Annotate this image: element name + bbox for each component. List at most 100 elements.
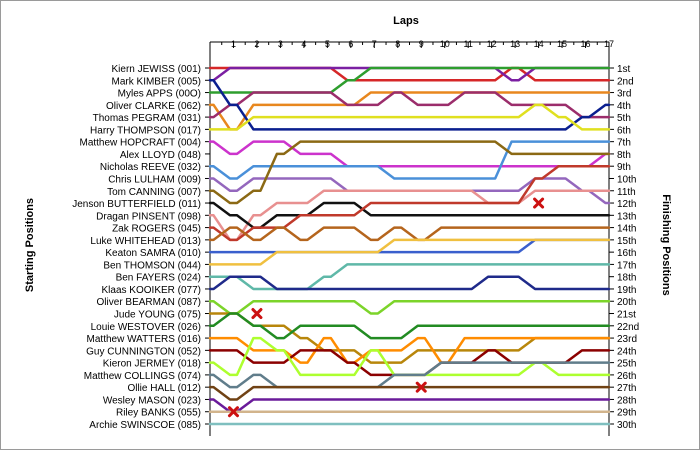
lap-tick-label: 6 — [348, 39, 353, 49]
starting-driver-label: Chris LULHAM (009) — [108, 174, 201, 185]
retirement-markers — [227, 197, 545, 418]
driver-series-line — [208, 79, 611, 131]
starting-driver-label: Ben FAYERS (024) — [116, 273, 201, 284]
starting-driver-label: Nicholas REEVE (032) — [100, 162, 201, 173]
finishing-position-label: 22nd — [617, 322, 639, 333]
starting-driver-label: Dragan PINSENT (098) — [96, 211, 201, 222]
series-lines — [208, 66, 611, 426]
finishing-position-label: 29th — [617, 408, 636, 419]
retirement-marker-stroke — [533, 197, 545, 209]
finishing-position-label: 5th — [617, 113, 631, 124]
starting-driver-label: Mark KIMBER (005) — [112, 76, 201, 87]
lap-tick-label: 11 — [464, 39, 473, 49]
starting-driver-label: Wesley MASON (023) — [103, 395, 201, 406]
driver-series-line — [208, 263, 611, 291]
retirement-marker — [227, 406, 239, 418]
finishing-position-label: 21st — [617, 310, 636, 321]
finishing-position-label: 4th — [617, 101, 631, 112]
finishing-position-label: 25th — [617, 359, 636, 370]
starting-driver-label: Myles APPS (00O) — [118, 89, 201, 100]
finishing-position-labels: 1st2nd3rd4th5th6th7th8th9th10th11th12th1… — [617, 64, 639, 431]
driver-series-line — [208, 164, 611, 242]
driver-series-line — [208, 140, 611, 180]
finishing-position-label: 8th — [617, 150, 631, 161]
driver-series-line — [208, 398, 611, 413]
driver-series-line — [208, 312, 611, 364]
starting-driver-label: Oliver BEARMAN (087) — [97, 297, 201, 308]
driver-series-line — [208, 336, 611, 364]
lap-tick-label: 16 — [581, 39, 591, 49]
finishing-position-label: 19th — [617, 285, 636, 296]
starting-position-labels: Kiern JEWISS (001)Mark KIMBER (005) Myles… — [72, 64, 201, 431]
lap-tick-label: 13 — [510, 39, 520, 49]
starting-driver-label: Louie WESTOVER (026) — [91, 322, 201, 333]
lap-tick-label: 5 — [325, 39, 330, 49]
starting-driver-label: Alex LLOYD (048) — [120, 150, 201, 161]
starting-driver-label: Ben THOMSON (044) — [103, 260, 201, 271]
lap-tick-label: 3 — [278, 39, 283, 49]
finishing-position-label: 15th — [617, 236, 636, 247]
starting-driver-label: Matthew HOPCRAFT (004) — [79, 138, 201, 149]
lap-tick-label: 8 — [395, 39, 400, 49]
lap-tick-label: 14 — [534, 39, 544, 49]
retirement-marker-stroke — [251, 308, 263, 320]
right-axis-title: Finishing Positions — [660, 194, 672, 295]
starting-driver-label: Tom CANNING (007) — [107, 187, 201, 198]
lap-tick-label: 12 — [487, 39, 497, 49]
starting-driver-label: Thomas PEGRAM (031) — [93, 113, 201, 124]
retirement-marker-stroke — [227, 406, 239, 418]
finishing-position-label: 23rd — [617, 334, 637, 345]
driver-series-line — [208, 140, 611, 205]
retirement-marker — [251, 308, 263, 320]
starting-driver-label: Zak ROGERS (045) — [112, 224, 201, 235]
finishing-position-label: 16th — [617, 248, 636, 259]
finishing-position-label: 27th — [617, 383, 636, 394]
finishing-position-label: 17th — [617, 260, 636, 271]
starting-driver-label: Matthew COLLINGS (074) — [84, 371, 201, 382]
chart-title: Laps — [393, 15, 419, 27]
starting-driver-label: Matthew WATTERS (016) — [87, 334, 201, 345]
lap-tick-label: 4 — [301, 39, 306, 49]
starting-driver-label: Klaas KOOIKER (077) — [102, 285, 201, 296]
finishing-position-label: 9th — [617, 162, 631, 173]
lap-tick-label: 17 — [604, 39, 614, 49]
starting-driver-label: Luke WHITEHEAD (013) — [90, 236, 201, 247]
starting-driver-label: Jude YOUNG (075) — [114, 310, 201, 321]
lap-tick-label: 9 — [419, 39, 424, 49]
starting-driver-label: Jenson BUTTERFIELD (011) — [72, 199, 201, 210]
starting-driver-label: Ollie HALL (012) — [127, 383, 201, 394]
finishing-position-label: 30th — [617, 420, 636, 431]
finishing-position-label: 6th — [617, 125, 631, 136]
lap-tick-label: 2 — [254, 39, 259, 49]
driver-series-line — [208, 66, 611, 82]
finishing-position-label: 2nd — [617, 76, 634, 87]
starting-driver-label: Keaton SAMRA (010) — [105, 248, 201, 259]
driver-series-line — [208, 385, 611, 401]
driver-series-line — [208, 238, 611, 254]
starting-driver-label: Guy CUNNINGTON (052) — [86, 346, 201, 357]
lap-tick-label: 10 — [440, 39, 450, 49]
left-axis-title: Starting Positions — [24, 198, 36, 292]
starting-driver-label: Harry THOMPSON (017) — [90, 125, 201, 136]
finishing-position-label: 28th — [617, 395, 636, 406]
finishing-position-label: 24th — [617, 346, 636, 357]
driver-series-line — [208, 312, 611, 340]
driver-series-line — [208, 91, 611, 119]
finishing-position-label: 3rd — [617, 89, 631, 100]
finishing-position-label: 7th — [617, 138, 631, 149]
driver-series-line — [208, 275, 611, 291]
finishing-position-label: 1st — [617, 64, 631, 75]
retirement-marker-stroke — [415, 381, 427, 393]
retirement-marker — [415, 381, 427, 393]
driver-series-line — [208, 299, 611, 315]
finishing-position-label: 18th — [617, 273, 636, 284]
finishing-position-label: 13th — [617, 211, 636, 222]
lap-tick-label: 15 — [557, 39, 567, 49]
starting-driver-label: Oliver CLARKE (062) — [106, 101, 201, 112]
starting-driver-label: Archie SWINSCOE (085) — [89, 420, 201, 431]
driver-series-line — [208, 103, 611, 131]
finishing-position-label: 11th — [617, 187, 636, 198]
finishing-position-label: 20th — [617, 297, 636, 308]
driver-series-line — [208, 226, 611, 242]
finishing-position-label: 12th — [617, 199, 636, 210]
